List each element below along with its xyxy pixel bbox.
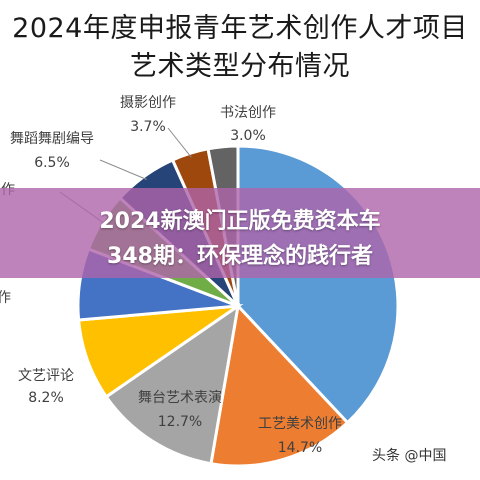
pie-slice-2 [104, 302, 241, 466]
overlay-banner [0, 188, 480, 278]
chart-title-line-2: 艺术类型分布情况 [130, 51, 350, 82]
slice-label-1: 摄影创作 [120, 95, 176, 111]
leader-line-0 [167, 127, 192, 158]
slice-value-label-2: 6.5% [34, 155, 70, 171]
slice-value-label-5: 8.2% [28, 390, 64, 406]
slice-value-label-0: 3.0% [230, 128, 266, 144]
slice-value-label-7: 14.7% [278, 440, 322, 456]
leader-line-1 [99, 159, 147, 180]
slice-labels: 书法创作3.0%摄影创作3.7%舞蹈舞剧编导6.5%作作文艺评论8.2%舞台艺术… [0, 95, 342, 456]
slice-label-2: 舞蹈舞剧编导 [10, 131, 94, 147]
slice-label-6: 舞台艺术表演 [138, 390, 222, 406]
slice-label-0: 书法创作 [220, 105, 276, 121]
pie-slice-1 [209, 302, 350, 468]
banner-text-line-1: 2024新澳门正版免费资本车 [99, 209, 381, 234]
slice-label-5: 文艺评论 [18, 368, 74, 384]
watermark-text: 头条 @中国 [372, 448, 447, 464]
banner-text-line-2: 348期：环保理念的践行者 [107, 244, 373, 269]
slice-value-label-1: 3.7% [130, 119, 166, 135]
chart-title-line-1: 2024年度申报青年艺术创作人才项目 [12, 13, 468, 44]
slice-value-label-6: 12.7% [158, 414, 202, 430]
watermark: 头条 @中国 [372, 445, 446, 465]
slice-label-7: 工艺美术创作 [258, 416, 342, 432]
slice-label-4: 作 [0, 290, 11, 306]
